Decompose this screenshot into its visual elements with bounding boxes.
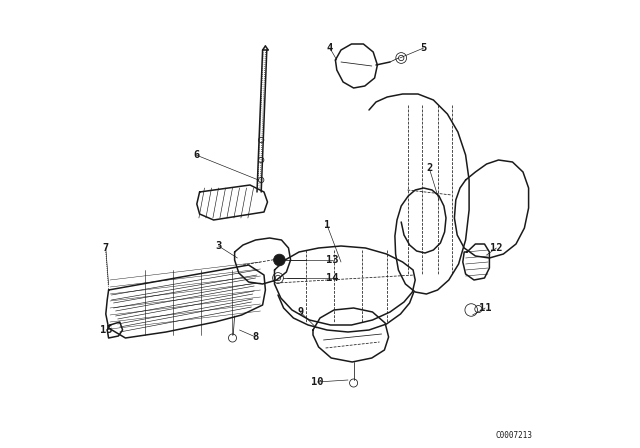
Text: 10: 10 bbox=[311, 377, 323, 387]
Text: 14: 14 bbox=[326, 273, 339, 283]
Text: 9: 9 bbox=[297, 307, 303, 317]
Text: C0007213: C0007213 bbox=[496, 431, 532, 440]
Text: 5: 5 bbox=[420, 43, 427, 53]
Text: 12: 12 bbox=[490, 243, 502, 253]
Circle shape bbox=[273, 254, 285, 266]
Text: 7: 7 bbox=[102, 243, 109, 253]
Text: 3: 3 bbox=[216, 241, 221, 251]
Text: 2: 2 bbox=[426, 163, 433, 173]
Text: 6: 6 bbox=[193, 150, 199, 160]
Text: 1: 1 bbox=[324, 220, 330, 230]
Text: 15: 15 bbox=[100, 325, 113, 335]
Text: 13: 13 bbox=[326, 255, 339, 265]
Text: 11: 11 bbox=[479, 303, 492, 313]
Text: 8: 8 bbox=[252, 332, 259, 342]
Text: 4: 4 bbox=[326, 43, 333, 53]
